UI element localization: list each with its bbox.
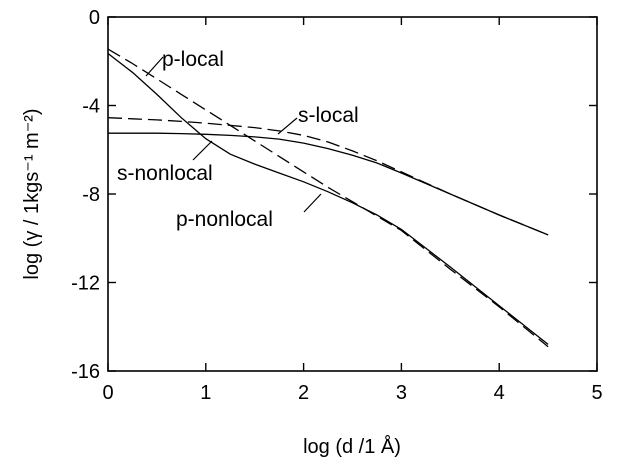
y-axis-label: log (γ / 1kgs⁻¹ m⁻²) <box>21 108 43 279</box>
x-tick-label: 1 <box>200 382 211 404</box>
annotation-p-nonlocal: p-nonlocal <box>176 208 273 231</box>
x-axis-label: log (d /1 Å) <box>303 435 401 458</box>
annotation-leader <box>303 193 322 213</box>
series-line-p-nonlocal <box>107 52 549 345</box>
x-tick-label: 3 <box>396 382 407 404</box>
x-tick-label: 5 <box>591 382 602 404</box>
annotation-leader <box>277 117 298 135</box>
annotation-leader <box>192 140 213 161</box>
x-tick-label: 2 <box>298 382 309 404</box>
y-tick-label: -16 <box>71 361 100 383</box>
annotation-p-local: p-local <box>162 48 224 71</box>
series-line-s-nonlocal <box>108 132 549 236</box>
y-tick-label: -12 <box>71 273 100 295</box>
annotation-leader <box>145 56 164 77</box>
series-layer <box>107 48 549 348</box>
x-tick-label: 4 <box>494 382 505 404</box>
y-tick-label: 0 <box>89 7 100 29</box>
series-line-p-local <box>107 48 549 348</box>
annotation-layer: p-local s-local s-nonlocal p-nonlocal <box>117 48 359 231</box>
y-tick-label: -4 <box>82 96 100 118</box>
axis-ticks: 0 1 2 3 4 5 0 -4 -8 -12 -16 <box>71 7 602 404</box>
annotation-s-local: s-local <box>298 104 359 127</box>
annotation-s-nonlocal: s-nonlocal <box>117 162 213 185</box>
x-tick-label: 0 <box>102 382 113 404</box>
y-tick-label: -8 <box>82 184 100 206</box>
